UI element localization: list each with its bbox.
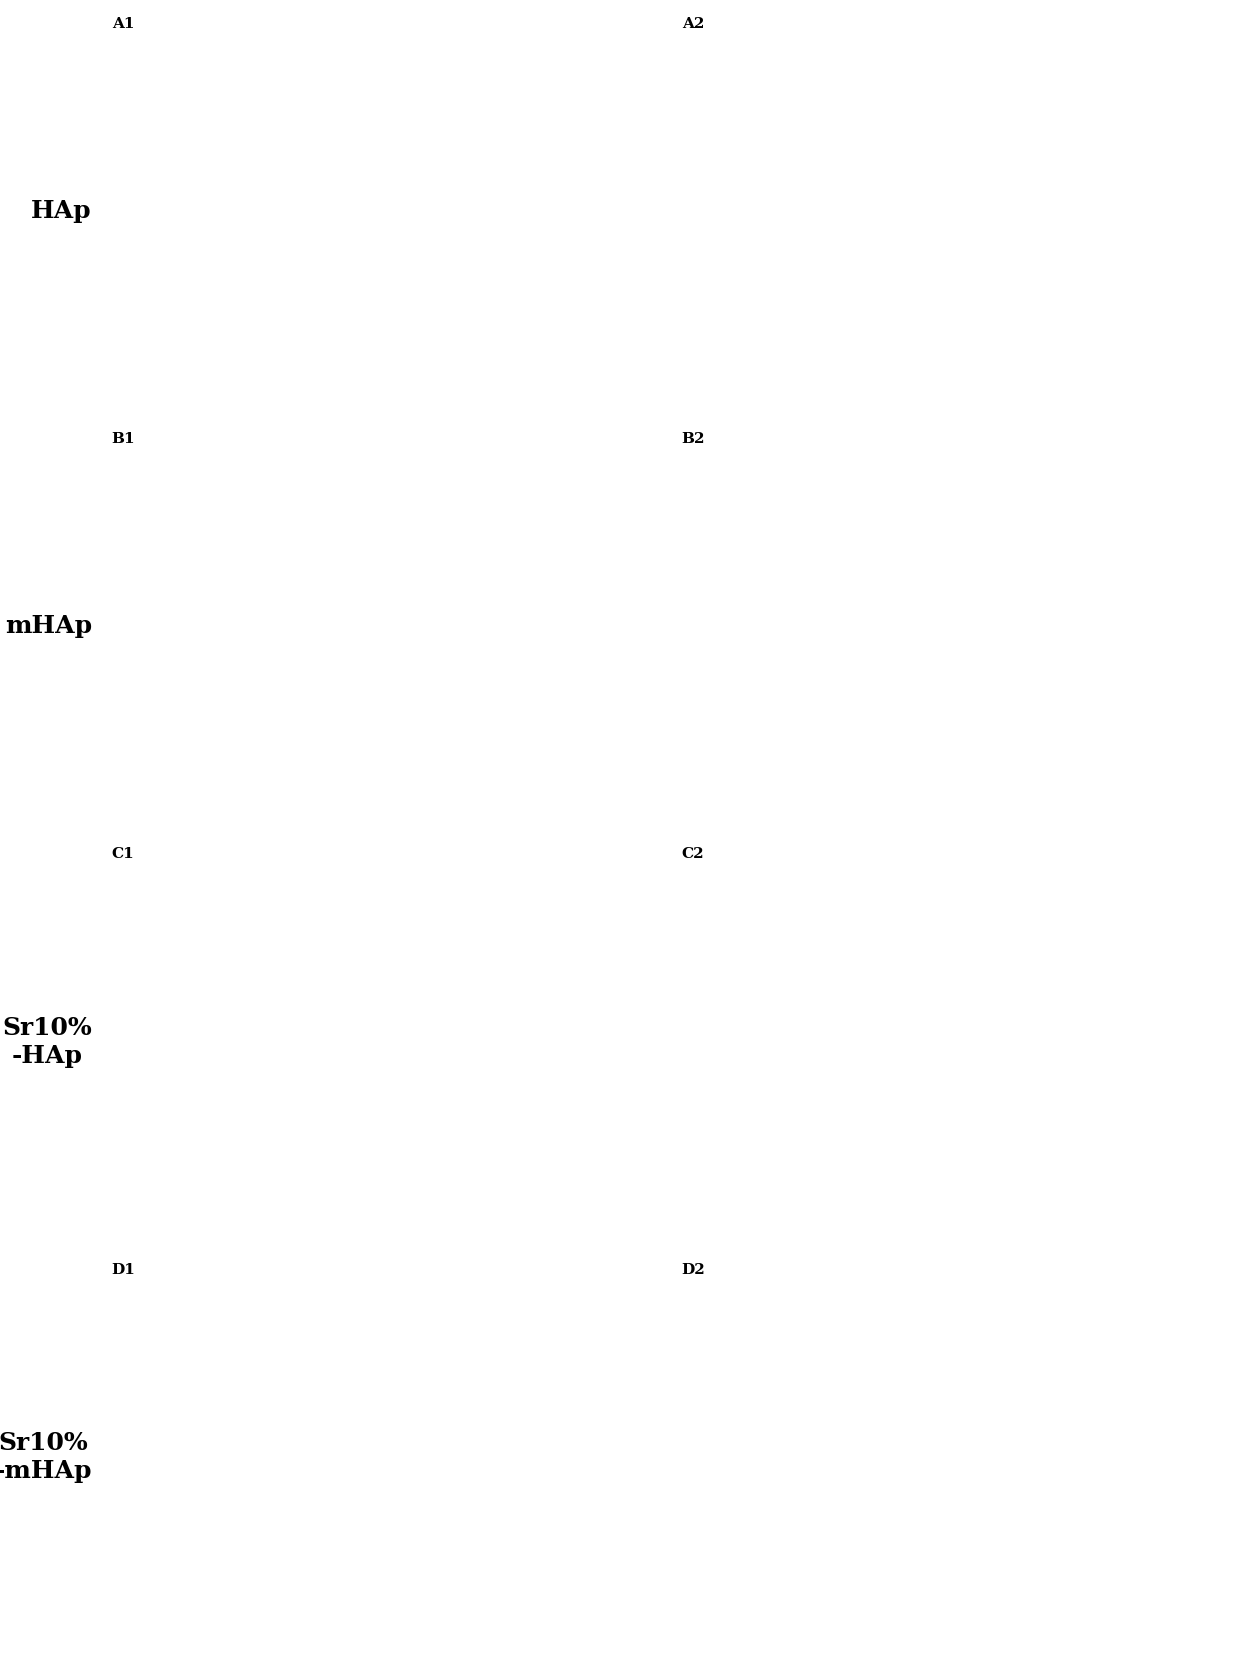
Text: C2: C2 [682, 847, 704, 861]
Text: C1: C1 [112, 847, 134, 861]
Circle shape [666, 420, 720, 459]
Circle shape [95, 5, 150, 43]
Text: D1: D1 [112, 1263, 135, 1276]
Text: HAp: HAp [31, 198, 92, 224]
Text: mHAp: mHAp [5, 614, 92, 639]
Circle shape [666, 5, 720, 43]
Text: D2: D2 [681, 1263, 704, 1276]
Text: A1: A1 [112, 17, 134, 30]
Text: Sr10%
-mHAp: Sr10% -mHAp [0, 1431, 92, 1483]
Text: A2: A2 [682, 17, 704, 30]
Circle shape [95, 1251, 150, 1289]
Text: B1: B1 [112, 432, 135, 445]
Circle shape [95, 420, 150, 459]
Circle shape [666, 836, 720, 874]
Circle shape [666, 1251, 720, 1289]
Text: B2: B2 [681, 432, 704, 445]
Text: Sr10%
-HAp: Sr10% -HAp [2, 1016, 92, 1068]
Circle shape [95, 836, 150, 874]
